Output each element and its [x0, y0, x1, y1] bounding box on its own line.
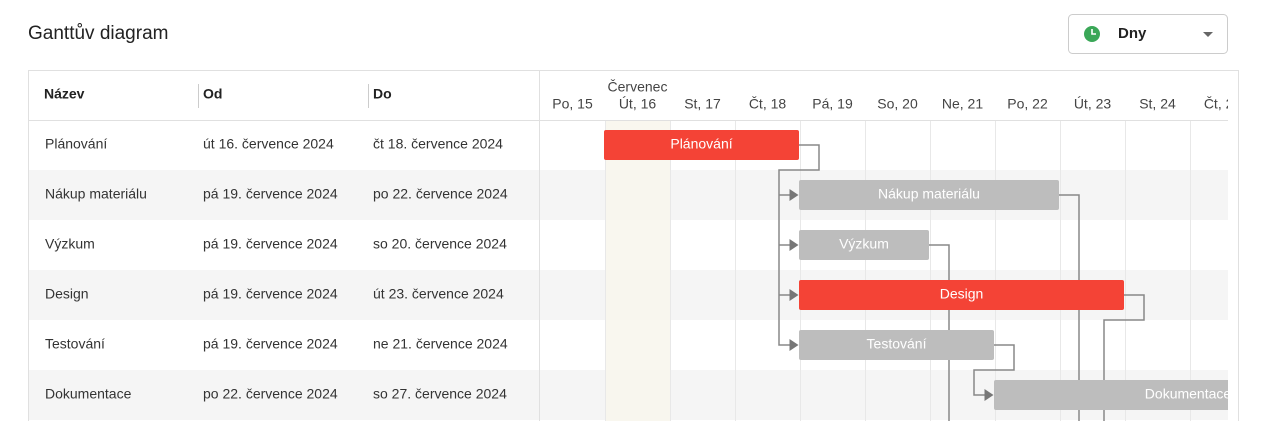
connector — [778, 144, 820, 351]
day-label: Po, 15 — [552, 96, 593, 112]
connector — [929, 244, 950, 421]
connectors — [778, 144, 1145, 421]
dropdown-arrow — [1203, 32, 1213, 37]
title: Ganttův diagram — [28, 23, 168, 44]
cell: so 27. července 2024 — [373, 386, 507, 402]
column-header: Do — [373, 86, 392, 102]
task-bar — [799, 230, 929, 260]
today-highlight — [605, 120, 670, 421]
column-header: Od — [203, 86, 222, 102]
grid — [28, 70, 1228, 421]
view-select[interactable] — [1068, 14, 1228, 54]
cell: Design — [45, 286, 89, 302]
cell: čt 18. července 2024 — [373, 136, 503, 152]
day-label: Po, 22 — [1007, 96, 1048, 112]
task-bar — [799, 330, 994, 360]
cell: Výzkum — [45, 236, 95, 252]
connector — [973, 344, 1015, 401]
cell: ne 21. července 2024 — [373, 336, 508, 352]
day-label: St, 17 — [684, 96, 721, 112]
task-bar-label: Výzkum — [839, 236, 889, 252]
day-label: Út, 16 — [619, 96, 657, 112]
task-bar-label: Plánování — [670, 136, 732, 152]
cell: Plánování — [45, 136, 107, 152]
table-border — [28, 70, 1239, 421]
view-select-label: Dny — [1118, 25, 1147, 42]
task-bar — [604, 130, 799, 160]
connector — [1059, 194, 1080, 421]
day-label: Ne, 21 — [942, 96, 983, 112]
cell: po 22. července 2024 — [203, 386, 338, 402]
task-bar-label: Dokumentace — [1145, 386, 1232, 402]
task-bar-label: Testování — [867, 336, 927, 352]
clock-hands — [1091, 29, 1096, 35]
day-label: Čt, 18 — [749, 96, 787, 112]
month-label: Červenec — [608, 79, 668, 95]
task-bar-label: Design — [940, 286, 984, 302]
connector — [1103, 294, 1145, 421]
texts: Po, 15 Út, 16 St, 17 Čt, 18 Pá, 19 So, 20 Ne, … — [44, 79, 1242, 402]
task-bar — [799, 180, 1059, 210]
cell: Testování — [45, 336, 105, 352]
cell: so 20. července 2024 — [373, 236, 507, 252]
cell: pá 19. července 2024 — [203, 336, 338, 352]
cell: Nákup materiálu — [45, 186, 147, 202]
cell: Dokumentace — [45, 386, 132, 402]
task-bar-label: Nákup materiálu — [878, 186, 980, 202]
day-label: St, 24 — [1139, 96, 1176, 112]
task-bar — [799, 280, 1124, 310]
day-label: So, 20 — [877, 96, 918, 112]
day-label: Pá, 19 — [812, 96, 853, 112]
cell: út 16. července 2024 — [203, 136, 334, 152]
day-label: Út, 23 — [1074, 96, 1112, 112]
day-label: Čt, 25 — [1204, 96, 1242, 112]
cell: pá 19. července 2024 — [203, 186, 338, 202]
cell: pá 19. července 2024 — [203, 236, 338, 252]
bars: Plánování Nákup materiálu Výzkum Design Test… — [604, 130, 1232, 410]
task-bar — [994, 380, 1228, 410]
column-header: Název — [44, 86, 85, 102]
cell: pá 19. července 2024 — [203, 286, 338, 302]
cell: po 22. července 2024 — [373, 186, 508, 202]
cell: út 23. července 2024 — [373, 286, 504, 302]
